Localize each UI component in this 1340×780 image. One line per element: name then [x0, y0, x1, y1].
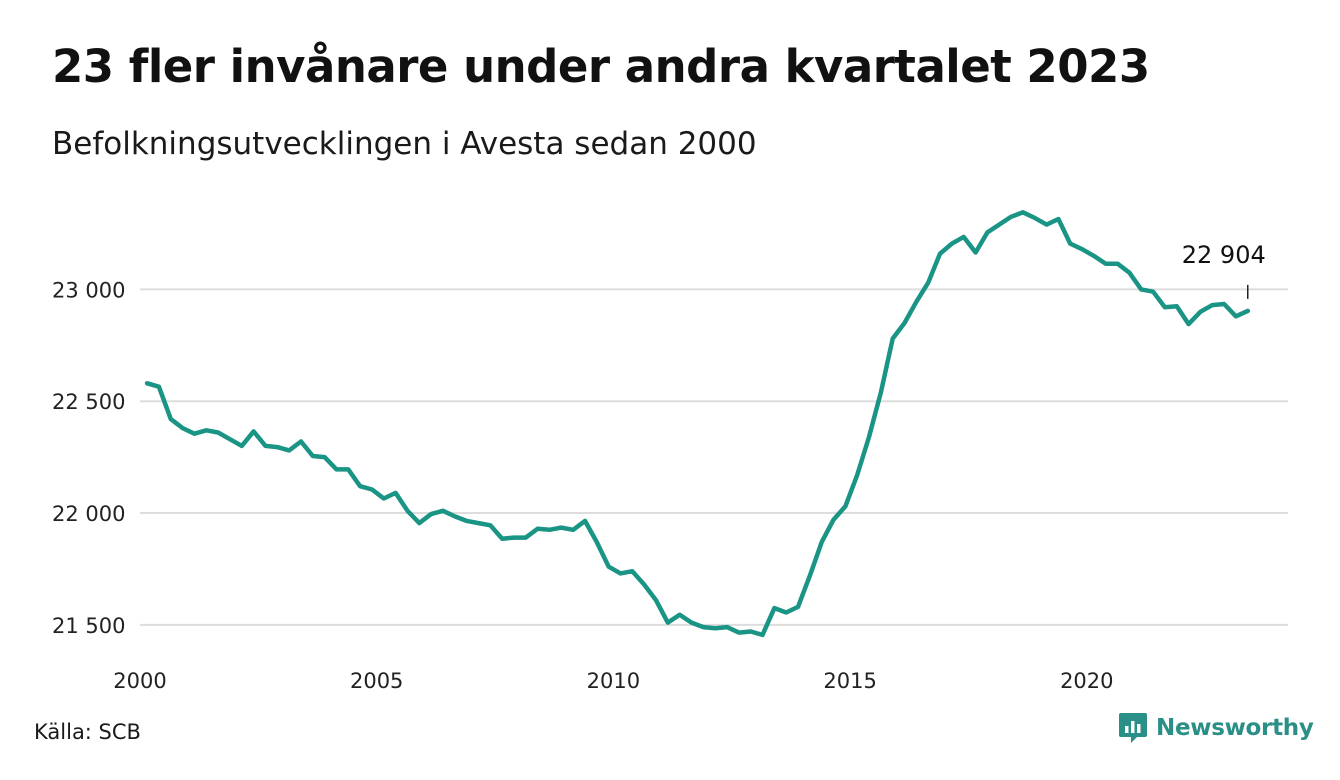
chart-subtitle: Befolkningsutvecklingen i Avesta sedan 2…: [52, 126, 757, 162]
x-tick-label: 2020: [1060, 669, 1113, 693]
source-label: Källa: SCB: [34, 720, 141, 744]
y-tick-label: 21 500: [52, 614, 125, 638]
end-value-label: 22 904: [1182, 241, 1266, 269]
brand-logo[interactable]: Newsworthy: [1118, 712, 1314, 744]
x-tick-label: 2000: [113, 669, 166, 693]
population-line: [144, 210, 1251, 638]
brand-name: Newsworthy: [1156, 715, 1314, 741]
chart-title: 23 fler invånare under andra kvartalet 2…: [52, 40, 1150, 93]
y-tick-label: 22 000: [52, 502, 125, 526]
y-tick-label: 23 000: [52, 278, 125, 302]
y-tick-label: 22 500: [52, 390, 125, 414]
x-tick-label: 2010: [587, 669, 640, 693]
x-tick-label: 2015: [823, 669, 876, 693]
newsworthy-icon: [1119, 713, 1147, 743]
x-tick-label: 2005: [350, 669, 403, 693]
